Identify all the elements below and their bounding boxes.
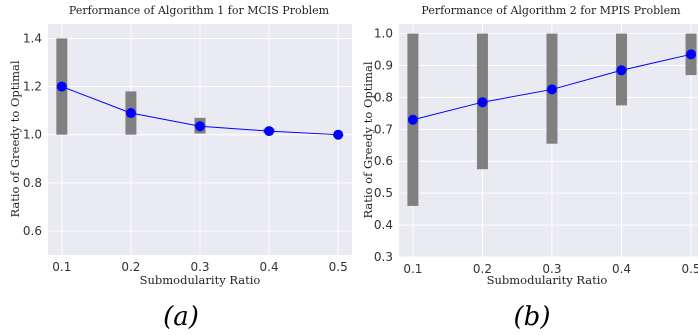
- data-point: [407, 114, 418, 125]
- y-tick-label: 0.3: [374, 250, 393, 264]
- panel-a: Performance of Algorithm 1 for MCIS Prob…: [8, 4, 352, 332]
- x-tick-label: 0.4: [612, 262, 631, 276]
- y-axis-label-b: Ratio of Greedy to Optimal: [361, 61, 375, 218]
- y-tick-label: 1.4: [23, 31, 42, 45]
- x-axis-label-a: Submodularity Ratio: [140, 273, 261, 287]
- x-tick-label: 0.2: [473, 262, 492, 276]
- data-point: [477, 97, 488, 108]
- x-tick-label: 0.1: [403, 262, 422, 276]
- y-tick-label: 0.5: [374, 186, 393, 200]
- chart-title-a: Performance of Algorithm 1 for MCIS Prob…: [69, 4, 330, 17]
- panel-b: Performance of Algorithm 2 for MPIS Prob…: [361, 4, 698, 332]
- y-tick-label: 0.6: [374, 154, 393, 168]
- data-point: [56, 81, 67, 92]
- y-tick-label: 1.0: [23, 128, 42, 142]
- y-tick-label: 1.0: [374, 27, 393, 41]
- x-tick-label: 0.5: [329, 260, 348, 274]
- x-tick-label: 0.3: [190, 260, 209, 274]
- data-point: [195, 121, 205, 132]
- data-point: [264, 126, 275, 137]
- data-point: [546, 84, 557, 95]
- x-ticks-b: 0.1 0.2 0.3 0.4 0.5: [403, 262, 698, 276]
- x-axis-label-b: Submodularity Ratio: [487, 273, 608, 287]
- y-tick-label: 1.2: [23, 80, 42, 94]
- y-tick-label: 0.4: [374, 218, 393, 232]
- caption-b: (b): [514, 302, 551, 332]
- data-point: [616, 65, 627, 76]
- y-tick-label: 0.8: [23, 176, 42, 190]
- series-points-b: [407, 49, 697, 125]
- x-ticks-a: 0.1 0.2 0.3 0.4 0.5: [52, 260, 347, 274]
- x-tick-label: 0.1: [52, 260, 71, 274]
- y-ticks-b: 0.3 0.4 0.5 0.6 0.7 0.8 0.9 1.0: [374, 27, 393, 264]
- data-point: [125, 108, 136, 119]
- y-ticks-a: 0.6 0.8 1.0 1.2 1.4: [23, 31, 42, 238]
- x-tick-label: 0.2: [121, 260, 140, 274]
- data-point: [333, 129, 344, 140]
- gridlines-a: [48, 24, 352, 255]
- x-tick-label: 0.3: [542, 262, 561, 276]
- x-tick-label: 0.4: [260, 260, 279, 274]
- y-axis-label-a: Ratio of Greedy to Optimal: [8, 60, 22, 217]
- y-tick-label: 0.8: [374, 90, 393, 104]
- y-tick-label: 0.6: [23, 224, 42, 238]
- chart-title-b: Performance of Algorithm 2 for MPIS Prob…: [421, 4, 681, 17]
- series-points-a: [56, 81, 344, 140]
- caption-a: (a): [163, 302, 199, 332]
- y-tick-label: 0.9: [374, 58, 393, 72]
- data-point: [686, 49, 697, 60]
- y-tick-label: 0.7: [374, 122, 393, 136]
- x-tick-label: 0.5: [681, 262, 698, 276]
